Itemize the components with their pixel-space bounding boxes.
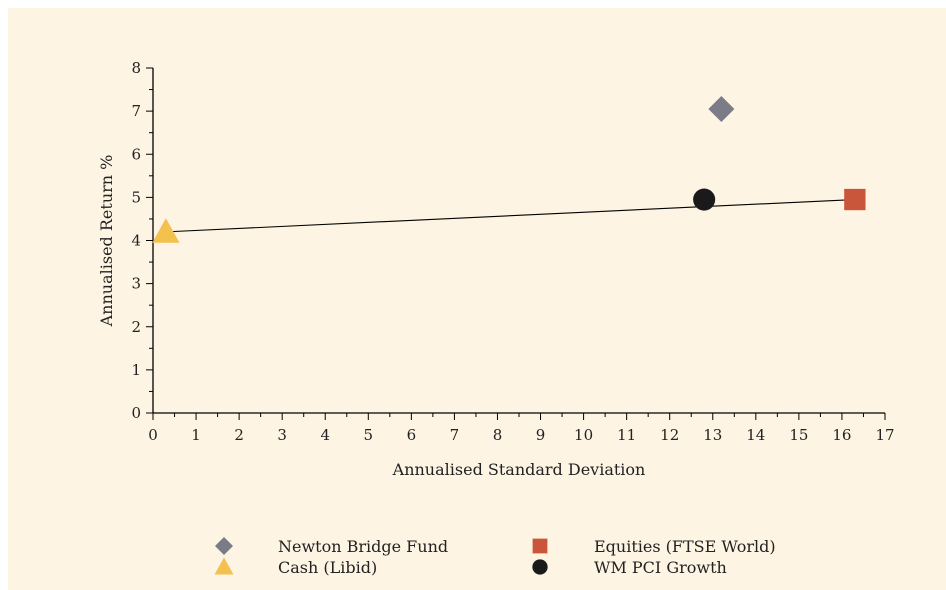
x-tick-label: 14 — [746, 426, 765, 444]
x-tick-label: 5 — [364, 426, 374, 444]
x-axis-title: Annualised Standard Deviation — [392, 460, 646, 479]
x-tick-label: 9 — [536, 426, 546, 444]
y-tick-label: 3 — [131, 275, 141, 293]
x-tick-label: 0 — [148, 426, 158, 444]
point-cash-libid — [152, 218, 180, 243]
legend-marker-wm-pci-growth — [532, 559, 548, 575]
legend-marker-newton-bridge-fund — [215, 537, 233, 555]
legend: Newton Bridge Fund Equities (FTSE World) C… — [214, 537, 776, 577]
x-tick-label: 10 — [574, 426, 593, 444]
point-wm-pci-growth — [693, 188, 716, 211]
x-tick-label: 16 — [832, 426, 851, 444]
x-tick-label: 11 — [617, 426, 636, 444]
point-newton-bridge-fund — [708, 95, 735, 122]
x-tick-label: 2 — [234, 426, 244, 444]
data-points — [152, 95, 866, 243]
y-tick-label: 4 — [131, 232, 141, 250]
legend-label-wm-pci-growth: WM PCI Growth — [594, 558, 727, 577]
x-tick-label: 17 — [875, 426, 894, 444]
y-axis-title: Annualised Return % — [97, 155, 116, 328]
legend-label-newton-bridge-fund: Newton Bridge Fund — [278, 537, 448, 556]
chart-panel: 0 1 2 3 4 5 6 7 8 9 10 11 12 13 14 15 16 17 0 1 2 3 4 5 6 7 8 Annu… — [8, 8, 946, 590]
x-tick-label: 4 — [320, 426, 330, 444]
x-tick-label: 6 — [407, 426, 417, 444]
legend-label-cash-libid: Cash (Libid) — [278, 558, 377, 577]
x-tick-label: 8 — [493, 426, 503, 444]
y-tick-label: 1 — [131, 361, 141, 379]
trend-line-layer — [165, 198, 855, 233]
x-tick-label: 1 — [191, 426, 201, 444]
legend-label-equities-ftse-world: Equities (FTSE World) — [594, 537, 776, 556]
y-tick-label: 6 — [131, 145, 141, 163]
x-tick-label: 15 — [789, 426, 808, 444]
x-tick-label: 13 — [703, 426, 722, 444]
x-tick-label: 7 — [450, 426, 460, 444]
x-tick-label: 12 — [660, 426, 679, 444]
y-tick-label: 2 — [131, 318, 141, 336]
y-tick-label: 5 — [131, 188, 141, 206]
trend-line — [165, 198, 855, 233]
y-tick-label: 7 — [131, 102, 141, 120]
y-tick-label: 8 — [131, 59, 141, 77]
y-tick-label: 0 — [131, 404, 141, 422]
legend-marker-equities-ftse-world — [532, 538, 548, 554]
legend-marker-cash-libid — [214, 557, 234, 575]
x-tick-label: 3 — [277, 426, 287, 444]
point-equities-ftse-world — [844, 188, 866, 211]
